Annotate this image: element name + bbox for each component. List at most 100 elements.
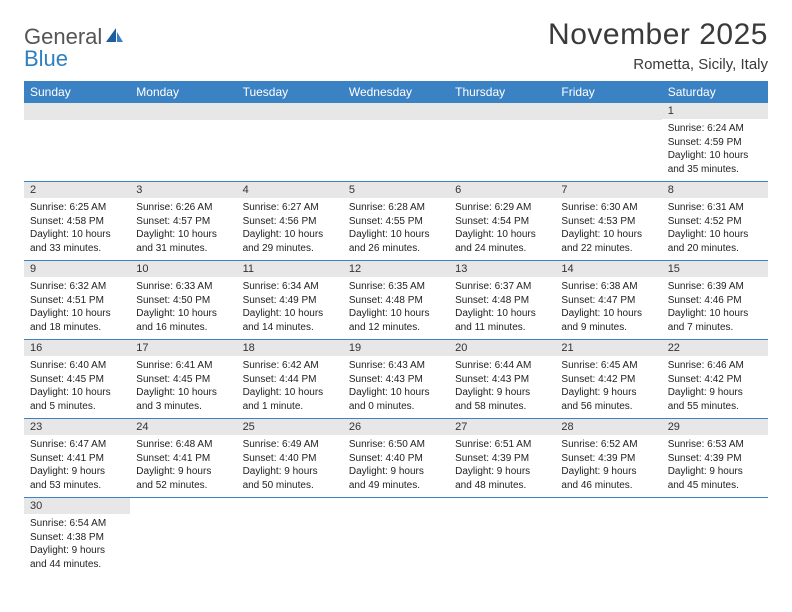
day-details: Sunrise: 6:42 AMSunset: 4:44 PMDaylight:… [237, 356, 343, 418]
calendar-day-cell: 27Sunrise: 6:51 AMSunset: 4:39 PMDayligh… [449, 419, 555, 498]
weekday-header: Thursday [449, 81, 555, 103]
calendar-day-cell: 14Sunrise: 6:38 AMSunset: 4:47 PMDayligh… [555, 261, 661, 340]
empty-day-bar [237, 103, 343, 120]
day-number: 27 [449, 419, 555, 435]
calendar-week-row: 9Sunrise: 6:32 AMSunset: 4:51 PMDaylight… [24, 261, 768, 340]
calendar-day-cell: 8Sunrise: 6:31 AMSunset: 4:52 PMDaylight… [662, 182, 768, 261]
weekday-header: Tuesday [237, 81, 343, 103]
day-details: Sunrise: 6:32 AMSunset: 4:51 PMDaylight:… [24, 277, 130, 339]
calendar-week-row: 1Sunrise: 6:24 AMSunset: 4:59 PMDaylight… [24, 103, 768, 182]
calendar-day-cell: 26Sunrise: 6:50 AMSunset: 4:40 PMDayligh… [343, 419, 449, 498]
day-number: 1 [662, 103, 768, 119]
day-number: 21 [555, 340, 661, 356]
calendar-day-cell: 9Sunrise: 6:32 AMSunset: 4:51 PMDaylight… [24, 261, 130, 340]
daylight-text: Daylight: 10 hours and 3 minutes. [136, 386, 230, 413]
sunrise-text: Sunrise: 6:51 AM [455, 438, 549, 452]
day-number: 25 [237, 419, 343, 435]
calendar-day-cell: 12Sunrise: 6:35 AMSunset: 4:48 PMDayligh… [343, 261, 449, 340]
calendar-day-cell: 1Sunrise: 6:24 AMSunset: 4:59 PMDaylight… [662, 103, 768, 182]
sunset-text: Sunset: 4:45 PM [30, 373, 124, 387]
daylight-text: Daylight: 10 hours and 18 minutes. [30, 307, 124, 334]
day-number: 20 [449, 340, 555, 356]
sunrise-text: Sunrise: 6:40 AM [30, 359, 124, 373]
day-details: Sunrise: 6:48 AMSunset: 4:41 PMDaylight:… [130, 435, 236, 497]
day-details: Sunrise: 6:28 AMSunset: 4:55 PMDaylight:… [343, 198, 449, 260]
daylight-text: Daylight: 10 hours and 16 minutes. [136, 307, 230, 334]
daylight-text: Daylight: 9 hours and 45 minutes. [668, 465, 762, 492]
day-number: 29 [662, 419, 768, 435]
daylight-text: Daylight: 10 hours and 5 minutes. [30, 386, 124, 413]
calendar-day-cell: 24Sunrise: 6:48 AMSunset: 4:41 PMDayligh… [130, 419, 236, 498]
calendar-day-cell [555, 103, 661, 182]
day-number: 19 [343, 340, 449, 356]
day-number: 11 [237, 261, 343, 277]
sunrise-text: Sunrise: 6:30 AM [561, 201, 655, 215]
sunrise-text: Sunrise: 6:39 AM [668, 280, 762, 294]
calendar-day-cell: 20Sunrise: 6:44 AMSunset: 4:43 PMDayligh… [449, 340, 555, 419]
weekday-header: Sunday [24, 81, 130, 103]
calendar-day-cell: 30Sunrise: 6:54 AMSunset: 4:38 PMDayligh… [24, 498, 130, 577]
calendar-day-cell: 23Sunrise: 6:47 AMSunset: 4:41 PMDayligh… [24, 419, 130, 498]
sunrise-text: Sunrise: 6:35 AM [349, 280, 443, 294]
daylight-text: Daylight: 10 hours and 9 minutes. [561, 307, 655, 334]
daylight-text: Daylight: 9 hours and 52 minutes. [136, 465, 230, 492]
calendar-day-cell [237, 498, 343, 577]
day-number: 17 [130, 340, 236, 356]
calendar-week-row: 23Sunrise: 6:47 AMSunset: 4:41 PMDayligh… [24, 419, 768, 498]
daylight-text: Daylight: 9 hours and 48 minutes. [455, 465, 549, 492]
day-details: Sunrise: 6:34 AMSunset: 4:49 PMDaylight:… [237, 277, 343, 339]
empty-day-bar [449, 103, 555, 120]
day-details: Sunrise: 6:43 AMSunset: 4:43 PMDaylight:… [343, 356, 449, 418]
sunrise-text: Sunrise: 6:43 AM [349, 359, 443, 373]
sunrise-text: Sunrise: 6:54 AM [30, 517, 124, 531]
sunset-text: Sunset: 4:54 PM [455, 215, 549, 229]
sunset-text: Sunset: 4:48 PM [349, 294, 443, 308]
day-details: Sunrise: 6:27 AMSunset: 4:56 PMDaylight:… [237, 198, 343, 260]
sunrise-text: Sunrise: 6:41 AM [136, 359, 230, 373]
daylight-text: Daylight: 9 hours and 55 minutes. [668, 386, 762, 413]
daylight-text: Daylight: 10 hours and 14 minutes. [243, 307, 337, 334]
daylight-text: Daylight: 9 hours and 44 minutes. [30, 544, 124, 571]
empty-day-bar [24, 103, 130, 120]
sunrise-text: Sunrise: 6:31 AM [668, 201, 762, 215]
sunrise-text: Sunrise: 6:49 AM [243, 438, 337, 452]
calendar-day-cell: 11Sunrise: 6:34 AMSunset: 4:49 PMDayligh… [237, 261, 343, 340]
day-number: 13 [449, 261, 555, 277]
sunset-text: Sunset: 4:42 PM [668, 373, 762, 387]
day-number: 8 [662, 182, 768, 198]
daylight-text: Daylight: 10 hours and 22 minutes. [561, 228, 655, 255]
daylight-text: Daylight: 10 hours and 24 minutes. [455, 228, 549, 255]
month-title: November 2025 [548, 18, 768, 52]
calendar-table: Sunday Monday Tuesday Wednesday Thursday… [24, 81, 768, 576]
daylight-text: Daylight: 10 hours and 29 minutes. [243, 228, 337, 255]
calendar-day-cell: 21Sunrise: 6:45 AMSunset: 4:42 PMDayligh… [555, 340, 661, 419]
sunset-text: Sunset: 4:39 PM [455, 452, 549, 466]
sunset-text: Sunset: 4:47 PM [561, 294, 655, 308]
daylight-text: Daylight: 10 hours and 0 minutes. [349, 386, 443, 413]
day-details: Sunrise: 6:50 AMSunset: 4:40 PMDaylight:… [343, 435, 449, 497]
sunset-text: Sunset: 4:40 PM [349, 452, 443, 466]
calendar-day-cell: 18Sunrise: 6:42 AMSunset: 4:44 PMDayligh… [237, 340, 343, 419]
day-details: Sunrise: 6:51 AMSunset: 4:39 PMDaylight:… [449, 435, 555, 497]
calendar-day-cell: 7Sunrise: 6:30 AMSunset: 4:53 PMDaylight… [555, 182, 661, 261]
sunrise-text: Sunrise: 6:44 AM [455, 359, 549, 373]
calendar-day-cell [24, 103, 130, 182]
day-number: 16 [24, 340, 130, 356]
logo-text-blue: Blue [24, 46, 68, 72]
daylight-text: Daylight: 10 hours and 12 minutes. [349, 307, 443, 334]
sunrise-text: Sunrise: 6:53 AM [668, 438, 762, 452]
daylight-text: Daylight: 10 hours and 35 minutes. [668, 149, 762, 176]
sunset-text: Sunset: 4:49 PM [243, 294, 337, 308]
day-details: Sunrise: 6:24 AMSunset: 4:59 PMDaylight:… [662, 119, 768, 181]
day-number: 5 [343, 182, 449, 198]
daylight-text: Daylight: 10 hours and 7 minutes. [668, 307, 762, 334]
empty-day-bar [343, 103, 449, 120]
calendar-day-cell [237, 103, 343, 182]
sunrise-text: Sunrise: 6:27 AM [243, 201, 337, 215]
sunset-text: Sunset: 4:43 PM [455, 373, 549, 387]
daylight-text: Daylight: 9 hours and 50 minutes. [243, 465, 337, 492]
day-details: Sunrise: 6:31 AMSunset: 4:52 PMDaylight:… [662, 198, 768, 260]
day-number: 2 [24, 182, 130, 198]
day-number: 9 [24, 261, 130, 277]
day-number: 10 [130, 261, 236, 277]
